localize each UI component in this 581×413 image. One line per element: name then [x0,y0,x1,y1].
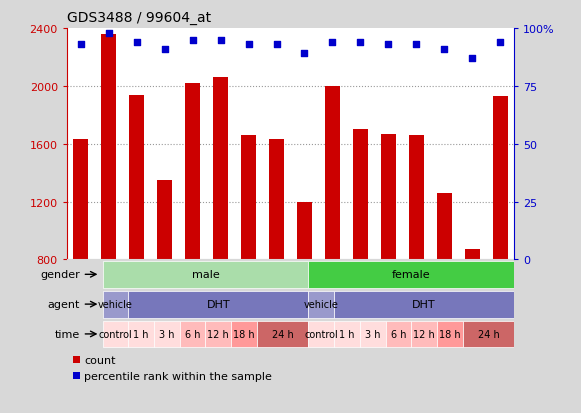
Text: 1 h: 1 h [339,329,355,339]
Bar [269,140,284,260]
Bar [437,321,462,347]
Point [160,46,169,53]
Text: control: control [99,329,132,339]
Text: 18 h: 18 h [234,329,255,339]
Bar [353,130,368,260]
Text: 3 h: 3 h [365,329,381,339]
Text: 6 h: 6 h [185,329,200,339]
Bar [408,136,424,260]
Bar [325,87,340,260]
Bar [297,202,312,260]
Text: 12 h: 12 h [413,329,435,339]
Bar [129,95,145,260]
Point [244,42,253,48]
Bar [436,193,452,260]
Text: vehicle: vehicle [304,299,339,309]
Bar [128,291,309,318]
Text: 1 h: 1 h [134,329,149,339]
Text: control: control [304,329,338,339]
Bar [386,321,411,347]
Bar [309,261,514,288]
Text: gender: gender [41,270,80,280]
Bar [180,321,206,347]
Point [383,42,393,48]
Bar [381,134,396,260]
Point [300,51,309,57]
Bar [309,291,334,318]
Point [440,46,449,53]
Text: 24 h: 24 h [272,329,293,339]
Bar [462,321,514,347]
Point [272,42,281,48]
Bar [101,35,116,260]
Bar [465,250,480,260]
Text: female: female [392,270,431,280]
Text: agent: agent [48,299,80,309]
Bar [185,84,200,260]
Point [132,40,141,46]
Bar [103,261,309,288]
Point [216,37,225,44]
Bar [73,140,88,260]
Point [104,30,113,37]
Text: vehicle: vehicle [98,299,133,309]
Text: percentile rank within the sample: percentile rank within the sample [84,371,272,381]
Bar [103,291,128,318]
Point [412,42,421,48]
Text: time: time [55,329,80,339]
Bar [411,321,437,347]
Point [188,37,198,44]
Bar [257,321,309,347]
Text: male: male [192,270,220,280]
Bar [154,321,180,347]
Text: GDS3488 / 99604_at: GDS3488 / 99604_at [67,11,211,25]
Point [468,56,477,62]
Bar [241,136,256,260]
Bar [493,97,508,260]
Bar [103,321,128,347]
Point [76,42,85,48]
Bar [360,321,386,347]
Bar [334,321,360,347]
Point [356,40,365,46]
Point [496,40,505,46]
Bar [206,321,231,347]
Bar [334,291,514,318]
Bar [309,321,334,347]
Bar [157,180,173,260]
Text: 6 h: 6 h [390,329,406,339]
Text: 12 h: 12 h [207,329,229,339]
Point [328,40,337,46]
Text: DHT: DHT [207,299,230,309]
Bar [213,78,228,260]
Bar [231,321,257,347]
Text: 24 h: 24 h [478,329,499,339]
Text: 3 h: 3 h [159,329,175,339]
Text: 18 h: 18 h [439,329,461,339]
Text: count: count [84,356,116,366]
Bar [128,321,154,347]
Text: DHT: DHT [413,299,436,309]
